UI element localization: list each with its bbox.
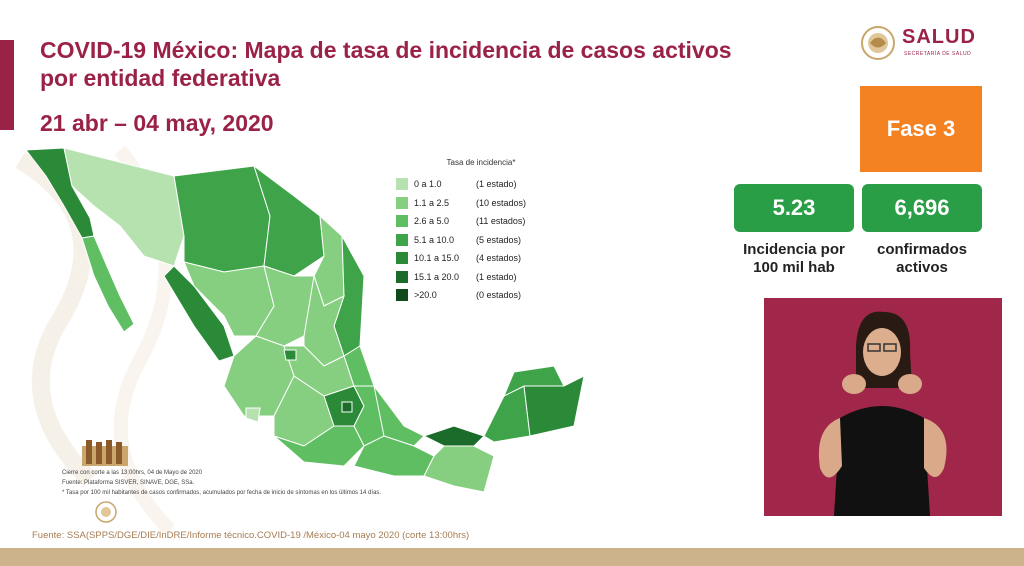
legend-swatch	[396, 196, 408, 209]
logo-subtext: SECRETARÍA DE SALUD	[904, 51, 972, 57]
incidence-value: 5.23	[734, 184, 854, 232]
state-chihuahua	[173, 165, 271, 273]
interpreter-figure	[764, 298, 1002, 516]
legend-swatch	[396, 252, 408, 265]
legend-item: 10.1 a 15.0 (4 estados)	[396, 249, 556, 268]
heroes-emblem-icon	[82, 440, 128, 466]
state-colima	[245, 407, 261, 423]
state-quintana-roo	[523, 375, 585, 437]
legend-count: (1 estado)	[476, 179, 517, 190]
phase-badge: Fase 3	[860, 86, 982, 172]
legend-range: 10.1 a 15.0	[414, 253, 460, 264]
confirmed-label: confirmados activos	[856, 241, 988, 277]
page-title: COVID-19 México: Mapa de tasa de inciden…	[40, 37, 732, 91]
legend-count: (11 estados)	[476, 216, 526, 227]
legend-title: Tasa de incidencia*	[446, 158, 516, 167]
legend-count: (1 estado)	[476, 271, 517, 282]
state-chiapas	[423, 445, 495, 493]
legend-swatch	[396, 289, 408, 302]
confirmed-label-line1: confirmados	[876, 241, 967, 258]
sign-language-interpreter-video	[764, 298, 1002, 516]
legend-range: 15.1 a 20.0	[414, 271, 460, 282]
legend-count: (5 estados)	[476, 234, 522, 245]
state-guerrero	[273, 425, 365, 467]
note-source: Fuente: Plataforma SISVER, SINAVE, DGE, …	[62, 480, 195, 486]
mexico-map	[25, 147, 585, 493]
legend-item: >20.0 (0 estados)	[396, 286, 556, 305]
incidence-label-line1: Incidencia por	[743, 241, 845, 258]
accent-bar	[0, 40, 14, 130]
map-notes: Cierre con corte a las 13:00hrs, 04 de M…	[62, 468, 492, 498]
legend-range: 2.6 a 5.0	[414, 216, 450, 227]
legend-range: 0 a 1.0	[414, 179, 442, 190]
note-cutoff: Cierre con corte a las 13:00hrs, 04 de M…	[62, 470, 203, 476]
note-definition: * Tasa por 100 mil habitantes de casos c…	[62, 490, 382, 496]
logo-text: SALUD	[902, 26, 976, 48]
state-coahuila	[253, 164, 325, 277]
seal-watermark-icon	[95, 501, 117, 523]
date-range: 21 abr – 04 may, 2020	[40, 110, 274, 136]
legend-range: 1.1 a 2.5	[414, 197, 450, 208]
legend-item: 2.6 a 5.0 (11 estados)	[396, 212, 556, 231]
legend-count: (4 estados)	[476, 253, 522, 264]
footer-source: Fuente: SSA(SPPS/DGE/DIE/InDRE/Informe t…	[32, 530, 470, 541]
legend-swatch	[396, 215, 408, 228]
confirmed-label-line2: activos	[896, 259, 948, 276]
legend-count: (0 estados)	[476, 290, 522, 301]
legend-swatch	[396, 270, 408, 283]
state-tabasco	[422, 425, 485, 447]
legend-swatch	[396, 233, 408, 246]
map-legend: Tasa de incidencia* 0 a 1.0 (1 estado) 1.1…	[396, 158, 556, 305]
state-sinaloa	[163, 265, 235, 362]
legend-swatch	[396, 178, 408, 191]
legend-range: 5.1 a 10.0	[414, 234, 455, 245]
legend-range: >20.0	[414, 290, 437, 301]
salud-logo: SALUD SECRETARÍA DE SALUD	[860, 24, 1000, 64]
state-yucatan	[503, 365, 565, 398]
state-cdmx	[341, 401, 353, 413]
legend-item: 5.1 a 10.0 (5 estados)	[396, 231, 556, 250]
incidence-label: Incidencia por 100 mil hab	[728, 241, 860, 277]
incidence-label-line2: 100 mil hab	[753, 259, 835, 276]
legend-item: 0 a 1.0 (1 estado)	[396, 175, 556, 194]
state-baja-california-sur	[81, 235, 135, 333]
legend-item: 15.1 a 20.0 (1 estado)	[396, 268, 556, 287]
state-aguascalientes	[283, 349, 297, 361]
confirmed-value: 6,696	[862, 184, 982, 232]
legend-item: 1.1 a 2.5 (10 estados)	[396, 194, 556, 213]
legend-count: (10 estados)	[476, 197, 527, 208]
footer-bar	[0, 548, 1024, 566]
seal-icon	[861, 26, 895, 60]
